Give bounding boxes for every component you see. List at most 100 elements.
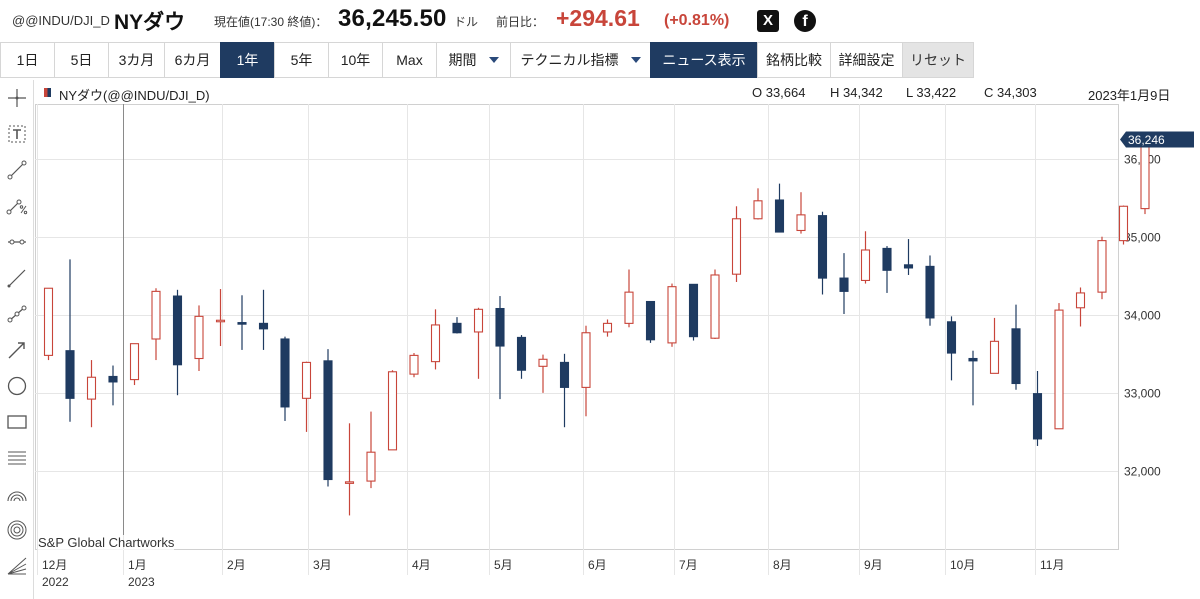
news-toggle-button[interactable]: ニュース表示: [650, 42, 757, 78]
candle-body: [129, 343, 140, 381]
candle-body: [430, 324, 441, 363]
period-10y-button[interactable]: 10年: [328, 42, 382, 78]
ohlc-open: O 33,664: [752, 85, 806, 100]
change-label: 前日比：: [496, 15, 545, 29]
candle-body: [151, 290, 161, 340]
x-tick-label: 7月: [679, 558, 698, 572]
circle-tool-icon[interactable]: [5, 374, 29, 398]
x-tick-label: 6月: [588, 558, 607, 572]
candle-body: [1097, 240, 1107, 293]
candle-body: [860, 249, 871, 281]
price-label: 現在値(17:30 終値)：: [214, 15, 328, 29]
candle-body: [839, 277, 849, 292]
compare-button[interactable]: 銘柄比較: [757, 42, 830, 78]
drawing-tools-palette: [0, 80, 34, 599]
x-tick-label: 9月: [864, 558, 883, 572]
candle-body: [645, 300, 656, 341]
x-tick-label: 11月: [1040, 558, 1064, 572]
x-tick-label: 5月: [494, 558, 513, 572]
quote-header: @@INDU/DJI_D NYダウ 現在値(17:30 終値)： 36,245.…: [0, 0, 1200, 42]
text-tool-icon[interactable]: [5, 122, 29, 146]
chart-legend-bar: NYダウ(@@INDU/DJI_D) O 33,664 H 34,342 L 3…: [35, 80, 1200, 104]
period-3m-button[interactable]: 3カ月: [108, 42, 164, 78]
period-1y-button[interactable]: 1年: [220, 42, 274, 78]
crosshair-icon[interactable]: [5, 86, 29, 110]
series-name: NYダウ(@@INDU/DJI_D): [59, 88, 210, 103]
horizontal-line-icon[interactable]: [5, 230, 29, 254]
candle-body: [753, 200, 763, 220]
rectangle-tool-icon[interactable]: [5, 410, 29, 434]
candle-body: [215, 319, 226, 323]
candle-body: [387, 371, 398, 451]
ray-line-icon[interactable]: [5, 266, 29, 290]
reset-button[interactable]: リセット: [902, 42, 974, 78]
candle-body: [624, 291, 634, 324]
trendline-icon[interactable]: [5, 158, 29, 182]
candle-body: [1118, 205, 1129, 242]
x-tick-label: 10月: [950, 558, 975, 572]
candle-body: [194, 315, 204, 360]
candle-body: [452, 322, 462, 334]
candle-body: [1054, 309, 1064, 430]
period-5y-button[interactable]: 5年: [274, 42, 328, 78]
arrow-line-icon[interactable]: [5, 338, 29, 362]
chart-toolbar: 1日 5日 3カ月 6カ月 1年 5年 10年 Max 期間 テクニカル指標 ニ…: [0, 42, 1200, 78]
candle-body: [1140, 138, 1150, 210]
share-facebook-icon[interactable]: f: [794, 10, 816, 32]
settings-button[interactable]: 詳細設定: [830, 42, 902, 78]
period-1d-button[interactable]: 1日: [0, 42, 54, 78]
price-chart[interactable]: 32,00033,00034,00035,00036,00036,24612月2…: [35, 80, 1200, 599]
price-unit: ドル: [454, 15, 479, 29]
period-max-button[interactable]: Max: [382, 42, 436, 78]
candle-body: [108, 375, 118, 383]
x-tick-year-label: 2022: [42, 575, 69, 589]
candle-body: [710, 274, 720, 339]
candle-body: [172, 295, 183, 366]
candle-body: [43, 287, 54, 356]
current-price: 36,245.50: [338, 5, 447, 32]
last-price-flag: [1120, 131, 1194, 148]
fibonacci-lines-icon[interactable]: [5, 446, 29, 470]
ohlc-low: L 33,422: [906, 85, 957, 100]
concentric-circles-icon[interactable]: [5, 518, 29, 542]
data-provider-credit: S&P Global Chartworks: [38, 535, 175, 550]
candle-body: [65, 350, 75, 399]
fan-tool-icon[interactable]: [5, 554, 29, 578]
y-tick-label: 34,000: [1124, 309, 1161, 323]
candle-body: [301, 361, 312, 399]
candle-body: [86, 376, 97, 400]
x-tick-year-label: 2023: [128, 575, 155, 589]
arc-tool-icon[interactable]: [5, 482, 29, 506]
technical-indicators-dropdown[interactable]: テクニカル指標: [510, 42, 650, 78]
last-price-label: 36,246: [1128, 133, 1165, 147]
candle-body: [968, 357, 978, 362]
ohlc-close: C 34,303: [984, 85, 1037, 100]
period-6m-button[interactable]: 6カ月: [164, 42, 220, 78]
y-tick-label: 33,000: [1124, 387, 1161, 401]
candle-body: [667, 286, 677, 344]
candle-body: [581, 332, 591, 388]
candle-body: [688, 283, 699, 338]
price-change: +294.61: [556, 5, 640, 31]
candle-body: [1032, 393, 1043, 440]
candle-body: [280, 338, 290, 408]
candle-body: [882, 247, 892, 271]
period-5d-button[interactable]: 5日: [54, 42, 108, 78]
x-tick-label: 3月: [313, 558, 332, 572]
candle-body: [1075, 292, 1086, 309]
candle-body: [774, 199, 785, 233]
candle-body: [559, 361, 570, 388]
technical-dropdown-label: テクニカル指標: [520, 52, 619, 68]
percent-line-icon[interactable]: [5, 194, 29, 218]
x-tick-label: 8月: [773, 558, 792, 572]
candle-body: [925, 265, 935, 319]
instrument-name: NYダウ: [114, 11, 186, 34]
plot-frame: [35, 104, 1119, 550]
candle-body: [796, 214, 806, 232]
x-tick-label: 12月: [42, 558, 67, 572]
period-dropdown[interactable]: 期間: [436, 42, 510, 78]
dotted-line-icon[interactable]: [5, 302, 29, 326]
share-x-icon[interactable]: X: [757, 10, 779, 32]
x-tick-label: 2月: [227, 558, 246, 572]
candlestick-chart-svg[interactable]: 32,00033,00034,00035,00036,00036,24612月2…: [35, 80, 1200, 599]
